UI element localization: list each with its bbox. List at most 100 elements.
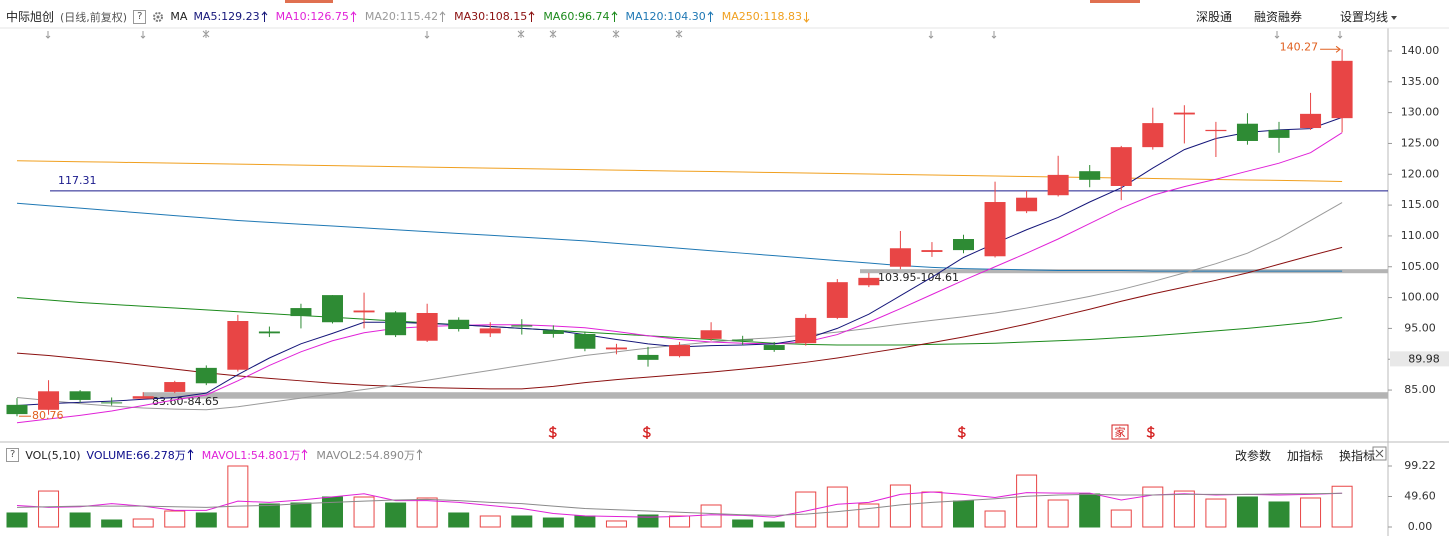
candle-body [1173,112,1195,115]
tab-indicator [285,0,333,3]
link[interactable]: 融资融券 [1254,10,1303,24]
legend-item[interactable]: MAVOL2:54.890万 [316,447,423,463]
candle-body [322,295,343,323]
legend-item[interactable]: MA5:129.23 [193,10,268,23]
volume-bar [637,514,659,528]
ma-line [16,297,1343,346]
legend-item[interactable]: MA20:115.42 [365,10,446,23]
tab-indicator [1090,0,1140,3]
volume-bar [101,519,123,528]
legend-label[interactable]: MAVOL1:54.801万 [201,449,301,462]
trend-arrow-path [803,11,810,23]
volume-bar [574,515,596,528]
gear-icon[interactable] [152,11,164,23]
legend-label[interactable]: MAVOL2:54.890万 [316,449,416,462]
volume-actions: 改参数 加指标 换指标 [1219,447,1375,464]
dividend-icons[interactable] [548,426,1155,439]
volume-bar [542,517,564,528]
candle-body [1110,147,1132,186]
legend-item[interactable]: MA250:118.83 [722,10,810,23]
volume-bar [700,504,722,528]
volume-bar [132,518,154,528]
link-text[interactable]: 设置均线 [1340,10,1389,24]
candle-body [700,330,722,339]
volume-bar [605,520,627,528]
volume-bar [732,519,754,528]
volume-bar [1331,485,1353,528]
volume-bar [164,510,186,528]
info-icon[interactable] [45,31,1343,39]
candle-body [38,391,60,410]
help-button[interactable]: ? [133,9,147,24]
legend-label[interactable]: MA10:126.75 [275,10,349,23]
legend-label[interactable]: MA5:129.23 [193,10,260,23]
candle-body [542,330,564,334]
volume-bar [353,496,375,528]
candle-body [353,310,375,313]
legend-label[interactable]: MA30:108.15 [454,10,528,23]
action[interactable]: 改参数 [1235,449,1272,463]
volume-bar [1268,501,1290,528]
indicator-name: VOL(5,10) [25,448,81,462]
trend-arrow-path [611,10,617,22]
trend-arrow-path [707,10,714,22]
high-arrow [1335,45,1341,53]
candle-body [511,325,533,327]
dividend-icon[interactable] [1146,426,1155,439]
candle-body [889,248,911,267]
dividend-icon[interactable] [642,426,651,439]
trend-arrow-path [302,449,308,460]
legend-item[interactable]: MA10:126.75 [276,10,357,23]
candle-body [195,367,217,384]
volume-bar [826,486,848,528]
star-icon[interactable] [202,30,683,38]
volume-bar [1173,490,1195,528]
legend-label[interactable]: MA250:118.83 [721,10,802,23]
legend-item[interactable]: VOLUME:66.278万 [87,447,194,463]
trend-arrow-path [439,10,446,22]
trend-arrow-path [528,10,535,22]
legend-item[interactable]: MA120:104.30 [626,10,714,23]
legend-label[interactable]: MA20:115.42 [364,10,439,23]
candle-body [732,339,754,341]
trend-arrow [302,449,308,460]
legend-item[interactable]: MAVOL1:54.801万 [202,447,309,463]
help-button[interactable]: ? [6,448,20,462]
dividend-icon[interactable] [957,426,966,439]
legend-label[interactable]: VOLUME:66.278万 [86,449,186,462]
volume-header: ? VOL(5,10) VOLUME:66.278万 MAVOL1:54.801万… [6,447,423,463]
marker-box[interactable] [1111,424,1129,440]
volume-bar [1300,497,1322,528]
legend-item[interactable]: MA60:96.74 [543,10,617,23]
volume-bar [1016,474,1038,528]
legend-label[interactable]: MA120:104.30 [625,10,706,23]
volume-bar [511,515,533,528]
candle-body [574,333,596,349]
volume-bar [1047,499,1069,528]
y-tick-label: 135.00 [1401,75,1440,88]
action[interactable]: 加指标 [1287,449,1324,463]
header: 中际旭创 (日线,前复权) ? MA MA5:129.23 MA10:126.75… [6,8,810,25]
link[interactable]: 设置均线 [1324,8,1398,25]
action[interactable]: 换指标 [1339,449,1376,463]
close-button[interactable] [1372,446,1387,461]
candle-body [637,354,659,360]
link[interactable]: 深股通 [1196,10,1233,24]
candle-body [1079,171,1101,180]
marker-label[interactable]: 家 [1115,425,1126,439]
candle-body [1142,123,1164,148]
candle-body [669,345,691,357]
event-icons [45,30,1343,39]
volume-bar [38,490,60,528]
legend-item[interactable]: MA30:108.15 [454,10,535,23]
volume-bar [795,491,817,528]
candle-body [1016,197,1038,212]
close-cross[interactable] [1375,449,1384,458]
trend-arrow [611,10,617,22]
dividend-icon[interactable] [548,426,557,439]
candle-body [164,382,186,392]
candle-body [385,312,407,336]
legend-label[interactable]: MA60:96.74 [543,10,610,23]
